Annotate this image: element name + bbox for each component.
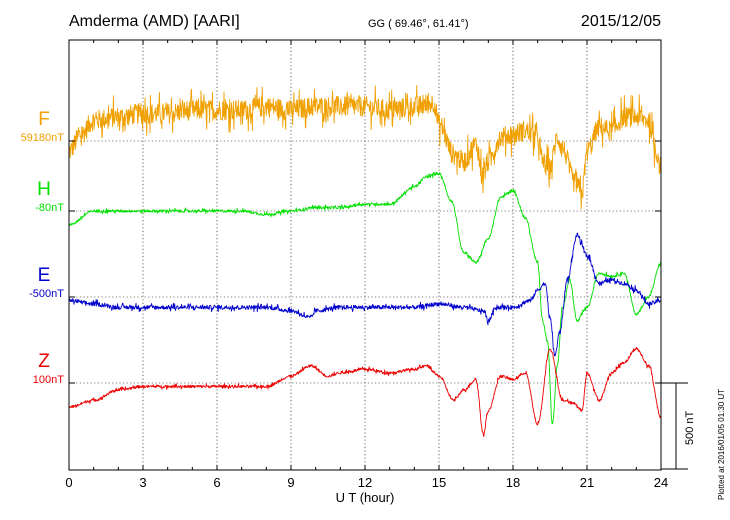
x-tick-label: 18 [506,475,520,490]
series-name-e: E [38,265,51,286]
x-tick-label: 15 [432,475,446,490]
series-line-e [68,232,662,357]
series-name-h: H [37,179,51,200]
x-tick-label: 24 [654,475,668,490]
plotted-timestamp: Plotted at 2016/01/05 01:30 UT [717,389,726,500]
series-traces [68,85,662,438]
x-tick-label: 3 [139,475,146,490]
x-tick-label: 9 [287,475,294,490]
date-label: 2015/12/05 [581,13,661,30]
series-labels: F 59180nT H -80nT E -500nT Z 100nT [21,109,65,386]
scale-bar: 500 nT [661,382,696,470]
series-baseline-z: 100nT [33,374,64,386]
x-tick-label: 0 [65,475,72,490]
series-line-h [68,171,662,425]
series-baseline-h: -80nT [35,202,64,214]
series-name-z: Z [38,351,50,372]
series-line-z [68,347,662,438]
series-name-f: F [38,109,50,130]
x-axis-label: U T (hour) [336,490,395,505]
series-baseline-f: 59180nT [21,132,65,144]
station-title: Amderma (AMD) [AARI] [69,13,240,30]
station-coordinates: GG ( 69.46°, 61.41°) [368,18,469,30]
x-tick-label: 21 [580,475,594,490]
series-line-f [68,85,662,210]
x-axis-ticks: 0 3 6 9 12 15 18 21 24 [65,40,668,490]
x-tick-label: 12 [358,475,372,490]
series-baseline-e: -500nT [29,288,64,300]
x-tick-label: 6 [213,475,220,490]
scale-bar-label: 500 nT [684,410,696,445]
